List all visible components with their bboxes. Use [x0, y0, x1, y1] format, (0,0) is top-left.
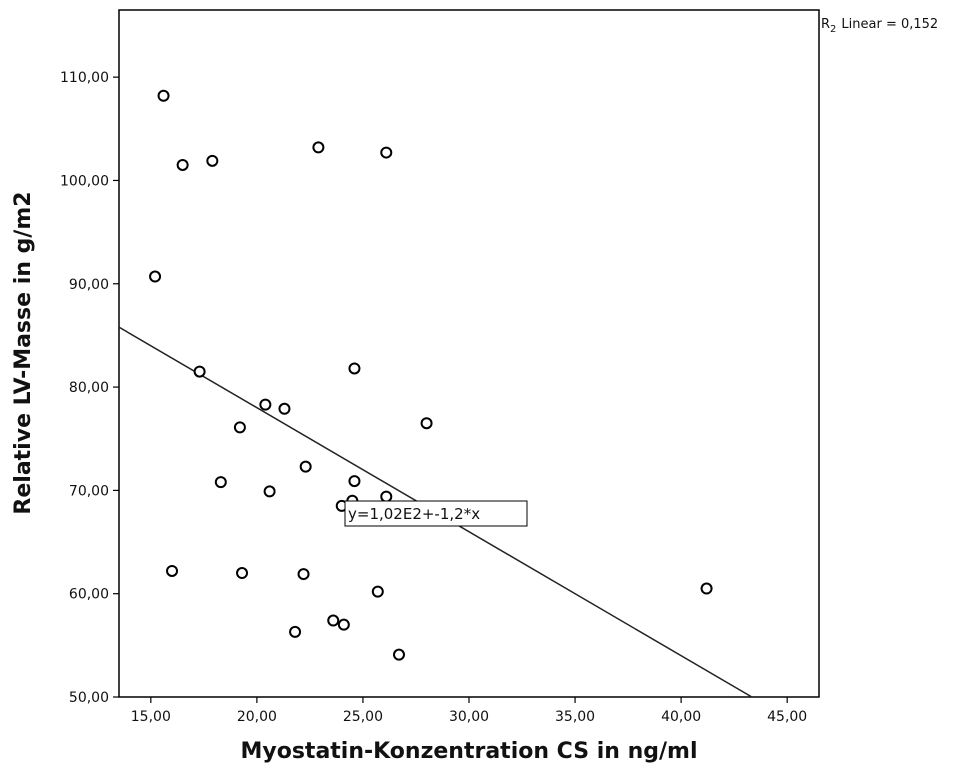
- data-point: [214, 476, 227, 489]
- data-point: [263, 485, 276, 498]
- y-tick-label: 110,00: [60, 70, 109, 86]
- data-point: [166, 564, 179, 577]
- y-tick-label: 80,00: [69, 380, 109, 396]
- data-point: [193, 365, 206, 378]
- data-point: [337, 618, 350, 631]
- data-point: [380, 146, 393, 159]
- fit-equation: y=1,02E2+-1,2*x: [348, 505, 480, 523]
- x-tick-label: 15,00: [131, 709, 171, 725]
- data-point: [157, 89, 170, 102]
- data-point: [700, 582, 713, 595]
- x-axis-title: Myostatin-Konzentration CS in ng/ml: [240, 739, 697, 764]
- x-tick-label: 40,00: [661, 709, 701, 725]
- y-axis-title: Relative LV-Masse in g/m2: [11, 191, 36, 514]
- data-point: [289, 625, 302, 638]
- x-axis: 15,00 20,00 25,00 30,00 35,00 40,00 45,00: [131, 697, 807, 725]
- fit-equation-box: y=1,02E2+-1,2*x: [344, 500, 528, 527]
- data-point: [233, 421, 246, 434]
- y-tick-label: 70,00: [69, 483, 109, 499]
- data-point: [176, 158, 189, 171]
- data-point: [348, 362, 361, 375]
- r-squared-value: Linear = 0,152: [841, 17, 938, 32]
- x-tick-label: 30,00: [449, 709, 489, 725]
- data-point: [393, 648, 405, 661]
- data-point: [420, 417, 433, 430]
- data-point: [312, 141, 325, 154]
- data-point: [348, 475, 361, 488]
- y-tick-label: 50,00: [69, 690, 109, 706]
- data-point: [299, 460, 312, 473]
- x-tick-label: 35,00: [555, 709, 595, 725]
- x-tick-label: 45,00: [767, 709, 807, 725]
- y-tick-label: 60,00: [69, 587, 109, 603]
- r-squared-subscript: 2: [830, 24, 836, 35]
- y-tick-label: 90,00: [69, 277, 109, 293]
- data-point: [371, 585, 384, 598]
- data-point: [380, 490, 393, 503]
- y-tick-label: 100,00: [60, 173, 109, 189]
- data-point: [297, 568, 310, 581]
- y-axis: 50,00 60,00 70,00 80,00 90,00 100,00 110,00: [60, 70, 119, 706]
- r-squared-label: R2 Linear = 0,152: [821, 17, 938, 35]
- data-point: [236, 567, 249, 580]
- data-point: [327, 614, 340, 627]
- r-squared-symbol: R: [821, 17, 830, 32]
- data-point: [206, 154, 219, 167]
- data-point: [278, 402, 291, 415]
- data-point: [259, 398, 272, 411]
- plot-frame: [118, 9, 820, 698]
- x-tick-label: 20,00: [237, 709, 277, 725]
- data-point: [149, 270, 162, 283]
- data-points: [149, 89, 713, 661]
- x-tick-label: 25,00: [343, 709, 383, 725]
